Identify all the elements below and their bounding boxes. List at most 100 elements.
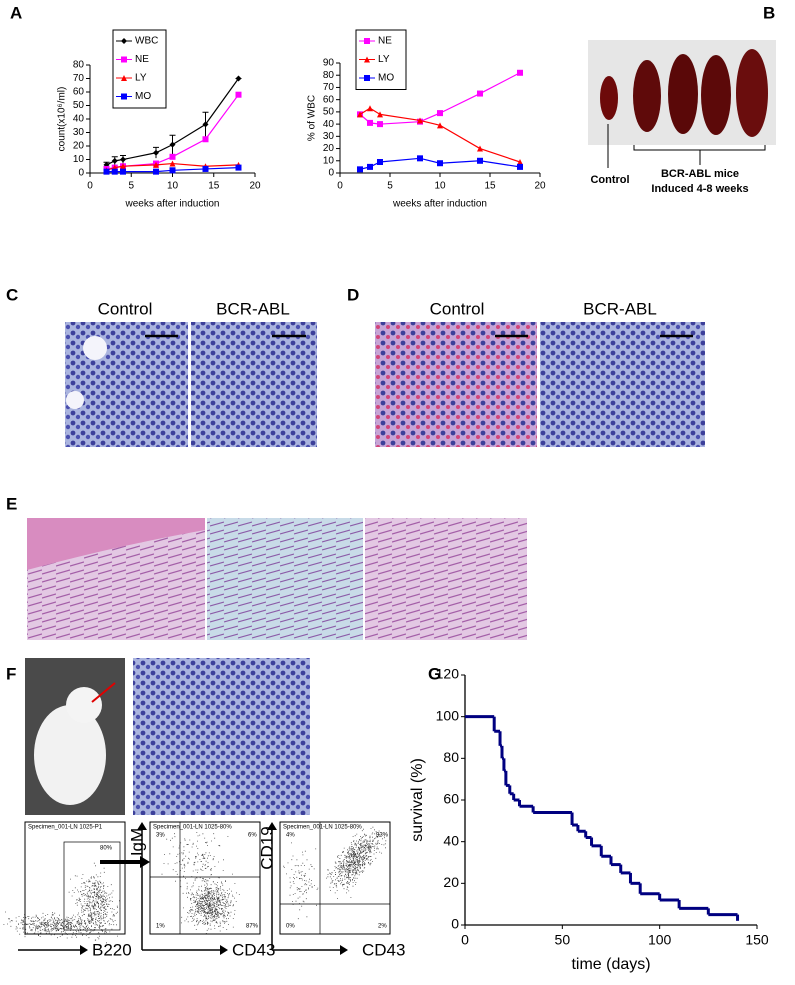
- marker: [235, 91, 242, 98]
- flow-plots: [24, 821, 391, 935]
- x-tick-label: 0: [87, 181, 93, 192]
- x-axis-label: time (days): [571, 956, 650, 973]
- marker: [417, 117, 423, 124]
- y-axis-label: count(x10⁶/ml): [57, 87, 68, 152]
- legend-label: LY: [135, 73, 147, 84]
- flow-axis-label: CD43: [362, 940, 405, 959]
- flow-axes: [18, 830, 340, 951]
- y-axis-label: survival (%): [409, 758, 426, 842]
- panel-letter: B: [763, 3, 775, 22]
- y-tick-label: 0: [328, 168, 334, 179]
- x-tick-label: 15: [484, 181, 496, 192]
- label: BCR-ABL: [216, 299, 290, 318]
- legend-label: NE: [378, 36, 392, 47]
- quadrant-label: 4%: [286, 833, 295, 839]
- y-tick-label: 30: [73, 127, 85, 138]
- fat-cell: [83, 336, 107, 360]
- series-line: [359, 107, 521, 163]
- marker: [377, 111, 383, 118]
- x-tick-label: 10: [167, 181, 179, 192]
- marker: [377, 159, 383, 165]
- y-tick-label: 120: [436, 666, 460, 682]
- mouse: [34, 705, 106, 805]
- x-tick-label: 150: [745, 932, 769, 948]
- marker: [153, 161, 159, 168]
- flow-dots: [180, 874, 240, 934]
- histology-image: [375, 322, 537, 447]
- flow-frame: [149, 821, 261, 935]
- marker: [357, 166, 363, 173]
- y-tick-label: 60: [73, 87, 85, 98]
- histology-image: [191, 322, 317, 447]
- y-tick-label: 80: [323, 70, 335, 81]
- legend-label: LY: [378, 54, 390, 65]
- legend-label: MO: [135, 91, 151, 102]
- legend-label: MO: [378, 73, 394, 84]
- marker: [437, 110, 443, 117]
- marker: [121, 38, 127, 44]
- fat-cell: [66, 391, 84, 409]
- marker: [121, 93, 127, 100]
- y-tick-label: 40: [73, 114, 85, 125]
- y-tick-label: 20: [323, 143, 335, 154]
- panel-letter: E: [6, 494, 17, 513]
- marker: [364, 38, 370, 44]
- marker: [153, 149, 159, 156]
- histology-image: [65, 322, 188, 447]
- marker: [517, 163, 523, 170]
- marker: [202, 136, 209, 143]
- y-tick-label: 30: [323, 131, 335, 142]
- legend-label: WBC: [135, 36, 158, 47]
- y-tick-label: 0: [78, 168, 84, 179]
- marker: [417, 155, 423, 162]
- marker: [202, 165, 209, 172]
- y-axis-label: % of WBC: [307, 95, 318, 141]
- x-tick-label: 20: [249, 181, 261, 192]
- y-tick-label: 80: [443, 749, 459, 765]
- marker: [437, 160, 443, 167]
- quadrant-label: 3%: [156, 833, 165, 839]
- marker: [111, 168, 118, 175]
- x-tick-label: 50: [555, 932, 571, 948]
- flow-frame: [279, 821, 391, 935]
- flow-title: Specimen_001-LN 1025-P1: [28, 825, 103, 831]
- marker: [517, 69, 523, 76]
- label: Induced 4-8 weeks: [651, 183, 748, 195]
- flow-axis-label: B220: [92, 940, 132, 959]
- quadrant-label: 6%: [248, 833, 257, 839]
- marker: [235, 164, 242, 171]
- marker: [367, 163, 373, 170]
- panel-letter: D: [347, 285, 359, 304]
- gate: [63, 841, 121, 931]
- y-tick-label: 10: [323, 155, 335, 166]
- label: BCR-ABL: [583, 299, 657, 318]
- flow-dots: [161, 832, 233, 892]
- marker: [367, 119, 373, 126]
- marker: [153, 168, 159, 175]
- x-axis-label: weeks after induction: [125, 199, 220, 210]
- y-tick-label: 10: [73, 154, 85, 165]
- marker: [169, 160, 176, 167]
- y-tick-label: 50: [323, 107, 335, 118]
- quadrant-label: 93%: [376, 833, 389, 839]
- bracket: [633, 145, 766, 151]
- bone: [27, 518, 205, 570]
- y-tick-label: 40: [443, 832, 459, 848]
- legend-label: NE: [135, 54, 149, 65]
- mouse-head: [66, 687, 102, 723]
- x-tick-label: 0: [461, 932, 469, 948]
- panel-letter: A: [10, 3, 22, 22]
- x-tick-label: 15: [208, 181, 220, 192]
- spleen: [736, 49, 768, 137]
- marker: [364, 56, 370, 63]
- panel-letter: F: [6, 664, 16, 683]
- flow-dots: [68, 862, 121, 947]
- histology-image: [365, 518, 527, 640]
- y-tick-label: 80: [73, 60, 85, 71]
- x-tick-label: 0: [337, 181, 343, 192]
- y-tick-label: 50: [73, 100, 85, 111]
- panel-letter: G: [428, 664, 441, 683]
- y-tick-label: 60: [323, 94, 335, 105]
- y-tick-label: 20: [443, 874, 459, 890]
